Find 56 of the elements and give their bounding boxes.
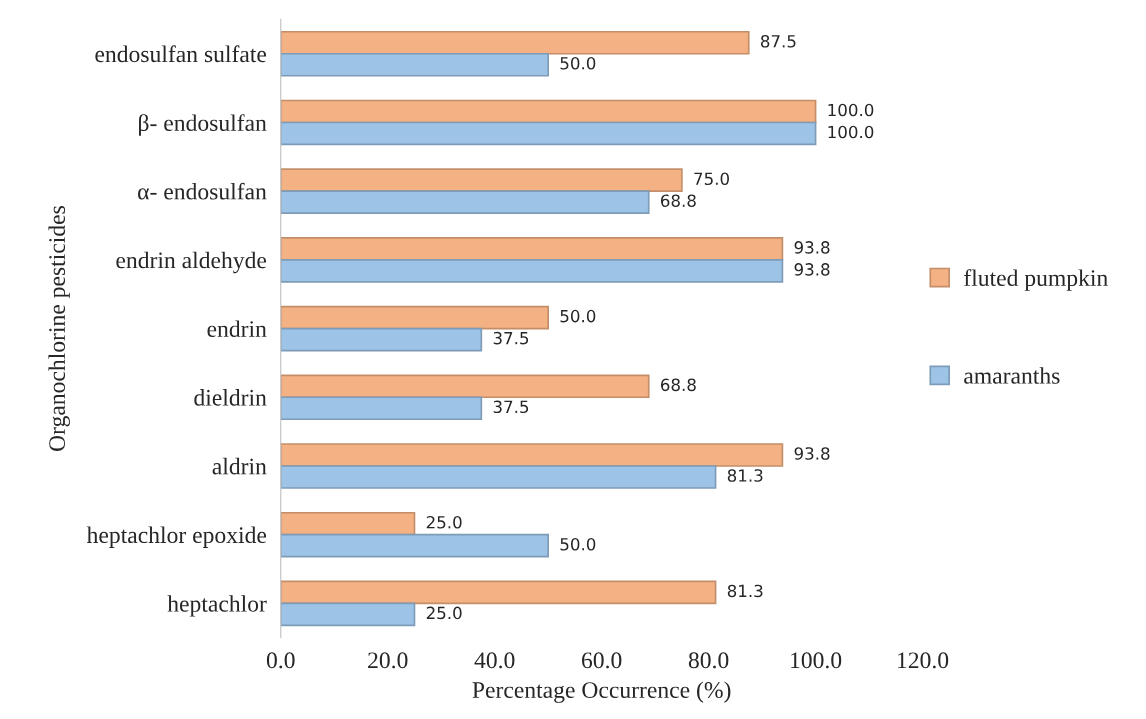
data-label: 68.8 xyxy=(660,194,696,207)
legend-label: fluted pumpkin xyxy=(964,269,1108,291)
data-label: 100.0 xyxy=(828,125,874,139)
y-tick-label: heptachlor xyxy=(167,595,267,617)
x-tick-label: 20.0 xyxy=(368,652,408,669)
bar xyxy=(280,52,550,77)
data-label: 37.5 xyxy=(493,400,529,414)
data-label: 25.0 xyxy=(426,606,462,620)
bar xyxy=(280,533,550,558)
y-tick-label: endosulfan sulfate xyxy=(95,45,267,63)
bar xyxy=(280,190,650,214)
y-tick-label: β- endosulfan xyxy=(139,114,267,136)
data-label: 93.8 xyxy=(794,263,830,276)
y-tick-label: dieldrin xyxy=(194,389,267,406)
data-label: 50.0 xyxy=(560,537,596,551)
bar xyxy=(280,121,817,146)
data-label: 68.8 xyxy=(660,378,696,392)
bar xyxy=(280,443,784,467)
data-label: 81.3 xyxy=(727,469,763,482)
data-label: 50.0 xyxy=(560,56,596,70)
bar xyxy=(280,305,550,330)
y-tick-label: endrin aldehyde xyxy=(116,251,267,274)
x-axis-title: Percentage Occurrence (%) xyxy=(472,681,731,703)
data-label: 87.5 xyxy=(760,35,796,48)
data-label: 37.5 xyxy=(493,331,529,345)
y-tick-label: heptachlor epoxide xyxy=(86,526,267,548)
bar xyxy=(280,374,650,399)
x-tick-label: 100.0 xyxy=(791,652,842,669)
y-tick-label: α- endosulfan xyxy=(138,182,267,200)
y-axis-title: Organochlorine pesticides xyxy=(48,206,70,451)
bar xyxy=(280,99,817,124)
data-label: 93.8 xyxy=(794,447,830,460)
bar xyxy=(280,327,483,352)
data-label: 93.8 xyxy=(794,241,830,254)
bar xyxy=(280,465,717,489)
bar xyxy=(280,30,750,55)
data-label: 81.3 xyxy=(727,584,763,598)
x-tick-label: 80.0 xyxy=(688,652,729,669)
legend-label: amaranths xyxy=(964,367,1060,384)
data-label: 100.0 xyxy=(828,103,874,117)
x-tick-label: 40.0 xyxy=(474,652,515,669)
data-label: 25.0 xyxy=(426,515,462,529)
bar xyxy=(280,259,784,283)
data-label: 75.0 xyxy=(694,172,729,186)
bar xyxy=(280,602,416,627)
data-label: 50.0 xyxy=(560,309,596,323)
bar xyxy=(280,396,483,421)
y-tick-label: aldrin xyxy=(212,457,267,475)
x-tick-label: 60.0 xyxy=(582,652,622,669)
bar xyxy=(280,511,416,536)
y-tick-label: endrin xyxy=(207,320,267,338)
x-tick-label: 120.0 xyxy=(898,652,949,669)
x-tick-label: 0.0 xyxy=(266,652,295,669)
bar xyxy=(280,580,717,605)
bar xyxy=(280,168,683,193)
bar xyxy=(280,237,784,261)
